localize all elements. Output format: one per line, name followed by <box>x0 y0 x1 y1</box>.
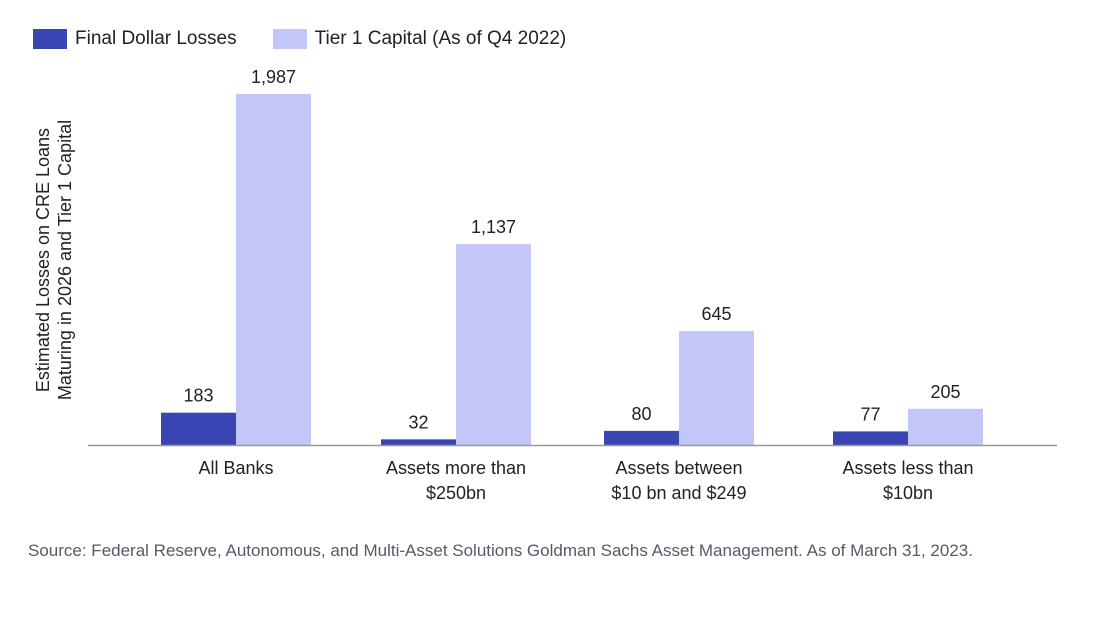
category-label-1-line-0: Assets more than <box>386 458 526 478</box>
bar-final-dollar-losses-2 <box>604 430 679 445</box>
category-label-2-line-0: Assets between <box>615 458 742 478</box>
category-label-3-line-0: Assets less than <box>842 458 973 478</box>
legend-swatch-final-dollar-losses <box>33 29 67 49</box>
data-label-final-dollar-losses-1: 32 <box>408 412 428 432</box>
bar-tier1-capital-0 <box>236 94 311 445</box>
legend-item-tier1-capital: Tier 1 Capital (As of Q4 2022) <box>272 28 567 50</box>
category-label-0-line-0: All Banks <box>198 458 273 478</box>
legend-label-final-dollar-losses: Final Dollar Losses <box>75 28 237 49</box>
bar-tier1-capital-1 <box>456 244 531 445</box>
bar-chart: 183 1,987 All Banks 32 1,137 Assets more than… <box>88 67 1057 503</box>
legend-swatch-tier1-capital <box>272 29 307 49</box>
category-label-2-line-1: $10 bn and $249 <box>611 483 746 503</box>
legend-item-final-dollar-losses: Final Dollar Losses <box>33 28 237 50</box>
data-label-tier1-capital-3: 205 <box>930 382 960 402</box>
data-label-tier1-capital-2: 645 <box>701 304 731 324</box>
source-note: Source: Federal Reserve, Autonomous, and… <box>28 541 973 560</box>
category-label-3-line-1: $10bn <box>883 483 933 503</box>
category-label-1-line-1: $250bn <box>426 483 486 503</box>
bar-final-dollar-losses-3 <box>833 431 908 445</box>
bar-tier1-capital-3 <box>908 408 983 445</box>
data-label-tier1-capital-0: 1,987 <box>251 67 296 87</box>
legend: Final Dollar Losses Tier 1 Capital (As o… <box>33 26 602 52</box>
data-label-final-dollar-losses-3: 77 <box>860 404 880 424</box>
legend-label-tier1-capital: Tier 1 Capital (As of Q4 2022) <box>314 28 567 49</box>
bar-final-dollar-losses-0 <box>161 412 236 445</box>
data-label-final-dollar-losses-2: 80 <box>631 404 651 424</box>
bar-final-dollar-losses-1 <box>381 439 456 445</box>
data-label-final-dollar-losses-0: 183 <box>183 386 213 406</box>
data-label-tier1-capital-1: 1,137 <box>471 217 516 237</box>
bar-tier1-capital-2 <box>679 331 754 445</box>
